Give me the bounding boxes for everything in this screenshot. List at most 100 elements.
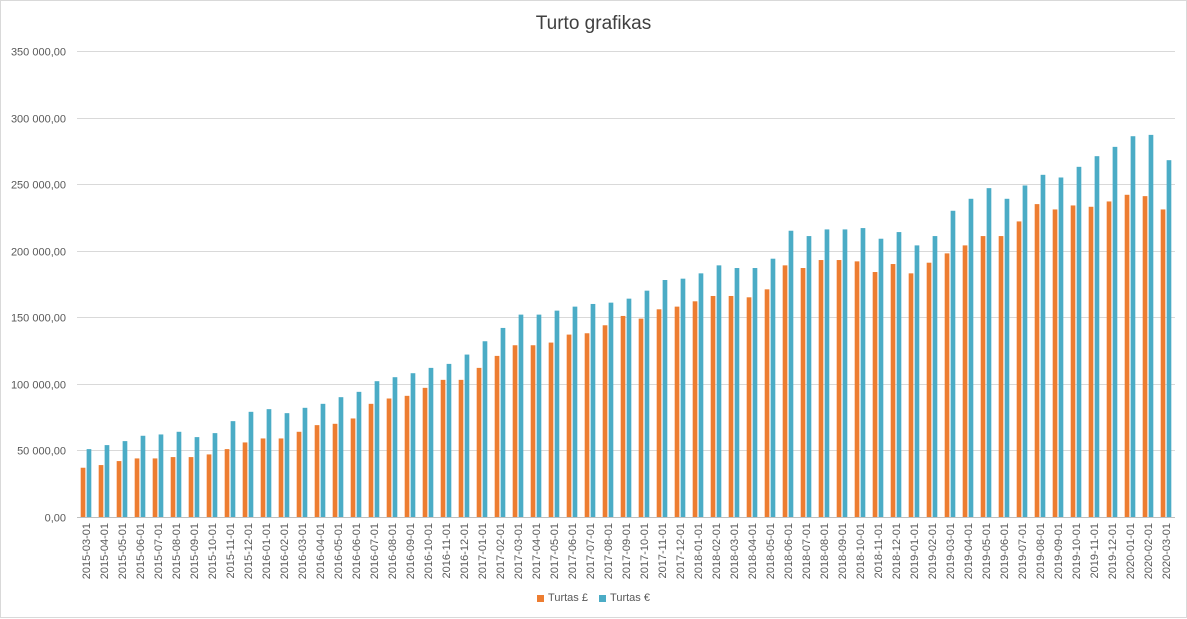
bar-eur bbox=[896, 232, 902, 517]
x-tick-label: 2016-05-01 bbox=[333, 523, 345, 579]
bar-eur bbox=[860, 228, 866, 517]
x-tick-label: 2018-08-01 bbox=[819, 523, 831, 579]
bar-gbp bbox=[764, 289, 770, 517]
bar-eur bbox=[716, 265, 722, 517]
bar-gbp bbox=[1052, 209, 1058, 517]
x-tick-label: 2018-04-01 bbox=[747, 523, 759, 579]
bar-eur bbox=[662, 280, 668, 517]
bar-gbp bbox=[674, 306, 680, 517]
legend-swatch-eur bbox=[599, 594, 607, 602]
bar-eur bbox=[158, 434, 164, 517]
bar-gbp bbox=[746, 297, 752, 517]
bar-gbp bbox=[170, 457, 176, 517]
bar-gbp bbox=[1160, 209, 1166, 517]
x-tick-label: 2018-11-01 bbox=[873, 523, 885, 578]
x-tick-label: 2015-06-01 bbox=[135, 523, 147, 579]
bar-gbp bbox=[1088, 206, 1094, 517]
bar-gbp bbox=[80, 467, 86, 517]
x-tick-label: 2018-10-01 bbox=[855, 523, 867, 579]
x-tick-label: 2015-07-01 bbox=[153, 523, 165, 579]
x-tick-label: 2017-09-01 bbox=[621, 523, 633, 579]
x-tick-label: 2018-03-01 bbox=[729, 523, 741, 579]
bar-eur bbox=[824, 229, 830, 517]
bar-gbp bbox=[386, 398, 392, 517]
bar-gbp bbox=[530, 345, 536, 517]
bar-gbp bbox=[260, 438, 266, 517]
bar-gbp bbox=[512, 345, 518, 517]
x-tick-label: 2016-10-01 bbox=[423, 523, 435, 579]
bar-eur bbox=[1040, 174, 1046, 517]
bar-eur bbox=[392, 377, 398, 517]
x-tick-label: 2019-07-01 bbox=[1017, 523, 1029, 579]
bar-eur bbox=[428, 367, 434, 517]
bar-eur bbox=[680, 278, 686, 517]
legend-label-eur: Turtas € bbox=[610, 592, 650, 604]
bar-gbp bbox=[854, 261, 860, 517]
bar-gbp bbox=[1124, 194, 1130, 518]
x-tick-label: 2017-06-01 bbox=[567, 523, 579, 579]
bar-eur bbox=[554, 310, 560, 517]
bar-gbp bbox=[1070, 205, 1076, 517]
bar-eur bbox=[536, 314, 542, 517]
bar-eur bbox=[644, 290, 650, 517]
bar-gbp bbox=[710, 295, 716, 517]
bar-eur bbox=[698, 273, 704, 517]
bar-eur bbox=[1004, 198, 1010, 518]
x-tick-label: 2015-05-01 bbox=[117, 523, 129, 579]
x-tick-label: 2018-07-01 bbox=[801, 523, 813, 579]
x-tick-label: 2016-06-01 bbox=[351, 523, 363, 579]
x-tick-label: 2017-08-01 bbox=[603, 523, 615, 579]
x-tick-label: 2020-02-01 bbox=[1143, 523, 1155, 579]
bar-eur bbox=[626, 298, 632, 517]
x-tick-label: 2017-01-01 bbox=[477, 523, 489, 579]
x-tick-label: 2016-03-01 bbox=[297, 523, 309, 579]
legend-swatch-gbp bbox=[537, 594, 545, 602]
bar-gbp bbox=[566, 334, 572, 517]
bar-eur bbox=[140, 435, 146, 517]
bar-eur bbox=[878, 238, 884, 518]
bar-eur bbox=[176, 431, 182, 517]
y-tick-label: 100 000,00 bbox=[11, 380, 66, 392]
bar-gbp bbox=[134, 458, 140, 517]
bar-eur bbox=[1166, 160, 1172, 517]
bar-gbp bbox=[1034, 204, 1040, 518]
legend-item-gbp: Turtas £ bbox=[537, 592, 588, 604]
x-tick-label: 2018-06-01 bbox=[783, 523, 795, 579]
bar-gbp bbox=[188, 457, 194, 517]
bar-gbp bbox=[638, 318, 644, 517]
x-tick-label: 2017-02-01 bbox=[495, 523, 507, 579]
bar-eur bbox=[500, 327, 506, 517]
bar-gbp bbox=[1106, 201, 1112, 517]
bar-eur bbox=[1148, 134, 1154, 517]
x-tick-label: 2018-09-01 bbox=[837, 523, 849, 579]
bar-eur bbox=[284, 413, 290, 517]
x-tick-label: 2017-10-01 bbox=[639, 523, 651, 579]
x-tick-label: 2019-06-01 bbox=[999, 523, 1011, 579]
bar-gbp bbox=[602, 325, 608, 517]
bar-eur bbox=[806, 236, 812, 517]
x-tick-label: 2015-10-01 bbox=[207, 523, 219, 579]
bar-eur bbox=[842, 229, 848, 517]
bar-eur bbox=[968, 198, 974, 518]
x-tick-label: 2019-05-01 bbox=[981, 523, 993, 579]
bar-gbp bbox=[458, 379, 464, 517]
bar-eur bbox=[194, 437, 200, 517]
bar-eur bbox=[482, 341, 488, 517]
x-tick-label: 2015-04-01 bbox=[99, 523, 111, 579]
bar-gbp bbox=[962, 245, 968, 517]
x-tick-label: 2020-03-01 bbox=[1161, 523, 1173, 579]
x-tick-label: 2016-08-01 bbox=[387, 523, 399, 579]
bar-gbp bbox=[980, 236, 986, 517]
y-tick-label: 250 000,00 bbox=[11, 180, 66, 192]
bar-gbp bbox=[818, 260, 824, 517]
bar-gbp bbox=[1142, 196, 1148, 517]
bar-gbp bbox=[206, 454, 212, 517]
bar-eur bbox=[572, 306, 578, 517]
bar-gbp bbox=[440, 379, 446, 517]
x-tick-label: 2019-10-01 bbox=[1071, 523, 1083, 579]
bar-eur bbox=[1130, 136, 1136, 517]
bar-gbp bbox=[98, 465, 104, 517]
bar-gbp bbox=[620, 315, 626, 517]
x-tick-label: 2016-09-01 bbox=[405, 523, 417, 579]
